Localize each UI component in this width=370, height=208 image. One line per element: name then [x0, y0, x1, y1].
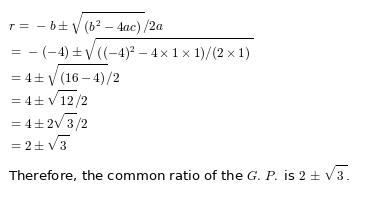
Text: $=\,-\,(-4) \pm \sqrt{((-4)^2 - 4 \times 1 \times 1)/(2 \times 1)}$: $=\,-\,(-4) \pm \sqrt{((-4)^2 - 4 \times… — [8, 36, 253, 63]
Text: $=\,4 \pm 2\sqrt{3}/2$: $=\,4 \pm 2\sqrt{3}/2$ — [8, 111, 89, 134]
Text: $r\,=\,-\,b \pm \sqrt{(b^2 - 4ac)}/2a$: $r\,=\,-\,b \pm \sqrt{(b^2 - 4ac)}/2a$ — [8, 10, 164, 37]
Text: $=\,2 \pm \sqrt{3}$: $=\,2 \pm \sqrt{3}$ — [8, 134, 70, 154]
Text: $=\,4 \pm \sqrt{12}/2$: $=\,4 \pm \sqrt{12}/2$ — [8, 88, 89, 111]
Text: Therefore, the common ratio of the $G.\,P.$ is $2\,\pm\,\sqrt{3}$.: Therefore, the common ratio of the $G.\,… — [8, 163, 350, 184]
Text: $=\,4 \pm \sqrt{(16-4)}/2$: $=\,4 \pm \sqrt{(16-4)}/2$ — [8, 62, 121, 89]
